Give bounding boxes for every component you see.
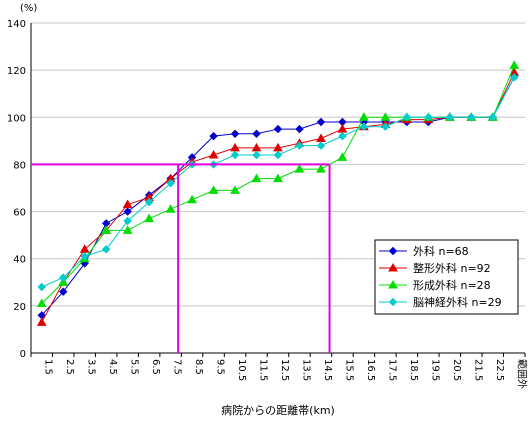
x-tick-label: 1.5 xyxy=(43,359,54,375)
data-point xyxy=(123,207,132,216)
data-point xyxy=(445,113,455,122)
data-point xyxy=(381,122,390,131)
x-tick-label: 19.5 xyxy=(429,359,440,381)
x-tick-label: 16.5 xyxy=(365,359,376,381)
x-tick-label: 9.5 xyxy=(215,359,226,375)
data-point xyxy=(338,131,347,141)
data-point xyxy=(252,150,261,160)
data-point xyxy=(488,113,497,122)
x-tick-label: 17.5 xyxy=(386,359,397,381)
x-tick-label: 18.5 xyxy=(408,359,419,381)
data-point xyxy=(59,287,68,296)
x-tick-label: 13.5 xyxy=(300,359,311,381)
data-point xyxy=(59,273,68,282)
x-tick-label: 15.5 xyxy=(343,359,354,381)
x-tick-label: 4.5 xyxy=(107,359,118,375)
data-point xyxy=(337,152,348,161)
data-point xyxy=(230,185,240,194)
data-point xyxy=(316,117,326,127)
data-point xyxy=(209,131,218,141)
legend-label: 外科 n=68 xyxy=(413,244,469,258)
data-point xyxy=(316,164,326,173)
data-point xyxy=(316,133,326,142)
x-tick-label: 20.5 xyxy=(451,359,462,381)
x-tick-label: 5.5 xyxy=(129,359,140,375)
x-tick-label: 範囲外 xyxy=(515,359,528,389)
data-point xyxy=(467,113,476,122)
x-tick-label: 10.5 xyxy=(236,359,247,381)
data-point xyxy=(123,216,132,226)
data-point xyxy=(273,124,283,134)
data-point xyxy=(388,279,398,289)
reference-lines xyxy=(31,163,331,353)
data-point xyxy=(101,225,112,234)
data-point xyxy=(273,173,283,183)
x-tick-label: 6.5 xyxy=(150,359,161,375)
y-tick-label: 60 xyxy=(13,208,26,219)
data-point xyxy=(230,129,240,138)
data-point xyxy=(388,246,398,256)
data-point xyxy=(208,185,219,194)
y-tick-label: 100 xyxy=(7,113,26,124)
data-point xyxy=(165,204,176,213)
data-point xyxy=(187,194,197,204)
series-group xyxy=(36,60,520,326)
data-point xyxy=(166,179,175,188)
x-tick-label: 7.5 xyxy=(172,359,183,375)
data-point xyxy=(122,199,133,208)
data-point xyxy=(294,164,305,173)
legend: 外科 n=68 整形外科 n=92 形成外科 n=28 脳神経外科 n=29 xyxy=(374,239,519,315)
x-tick-label: 22.5 xyxy=(494,359,505,381)
x-tick-label: 14.5 xyxy=(322,359,333,381)
y-tick-label: 20 xyxy=(13,302,26,313)
data-point xyxy=(36,317,47,326)
y-tick-label: 40 xyxy=(13,255,26,266)
x-tick-label: 3.5 xyxy=(86,359,97,375)
legend-label: 形成外科 n=28 xyxy=(413,278,491,292)
x-tick-label: 8.5 xyxy=(193,359,204,375)
x-axis-labels: 1.5 2.5 3.5 4.5 5.5 6.5 7.5 8.5 9.5 10.5 11.5 12.5 1… xyxy=(43,359,529,389)
data-point xyxy=(208,149,219,159)
data-point xyxy=(316,141,326,150)
data-point xyxy=(122,225,133,234)
data-point xyxy=(37,282,46,292)
series-脳神経外科 xyxy=(37,73,519,292)
y-unit-label: (%) xyxy=(20,3,37,14)
data-point xyxy=(359,122,369,131)
x-tick-label: 12.5 xyxy=(279,359,290,381)
axes xyxy=(30,23,526,357)
data-point xyxy=(251,173,262,183)
y-tick-label: 80 xyxy=(13,160,26,171)
y-axis-labels: 0 20 40 60 80 100 120 140 xyxy=(7,19,26,360)
data-point xyxy=(252,129,261,138)
data-point xyxy=(295,141,304,150)
data-point xyxy=(380,112,391,121)
data-point xyxy=(510,73,519,82)
data-point xyxy=(402,113,412,122)
y-tick-label: 140 xyxy=(7,19,26,30)
legend-label: 脳神経外科 n=29 xyxy=(413,295,502,309)
data-point xyxy=(388,262,398,272)
data-point xyxy=(388,297,398,307)
data-point xyxy=(144,197,154,207)
y-tick-label: 0 xyxy=(20,349,26,360)
data-point xyxy=(58,277,69,286)
legend-label: 整形外科 n=92 xyxy=(413,261,491,275)
x-tick-label: 2.5 xyxy=(64,359,75,375)
y-tick-label: 120 xyxy=(7,66,26,77)
data-point xyxy=(36,298,47,307)
x-tick-label: 11.5 xyxy=(258,359,269,381)
data-point xyxy=(101,245,111,254)
data-point xyxy=(295,124,304,134)
data-point xyxy=(424,113,433,122)
data-point xyxy=(359,112,369,121)
data-point xyxy=(144,213,154,223)
x-tick-label: 21.5 xyxy=(472,359,483,381)
data-point xyxy=(273,150,283,160)
x-axis-title: 病院からの距離帯(km) xyxy=(221,403,335,417)
data-point xyxy=(80,252,89,261)
data-point xyxy=(230,150,240,160)
data-point xyxy=(509,60,520,69)
